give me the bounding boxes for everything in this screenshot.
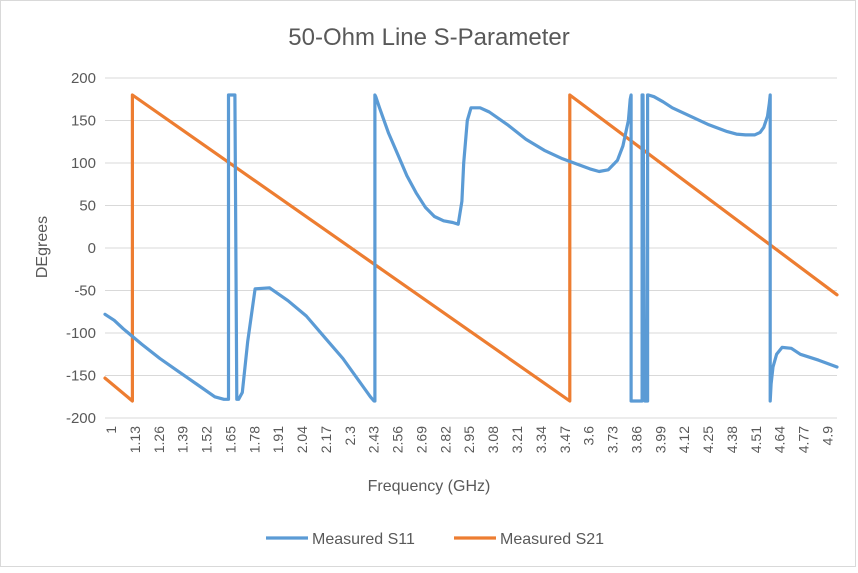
x-tick-label: 1.78 <box>246 426 262 453</box>
x-tick-label: 1.52 <box>199 426 215 453</box>
x-tick-label: 4.9 <box>819 426 835 446</box>
y-axis-label: DEgrees <box>34 216 51 278</box>
x-tick-label: 4.64 <box>772 426 788 453</box>
series-line <box>103 93 839 403</box>
x-tick-label: 2.82 <box>437 426 453 453</box>
x-tick-label: 1.91 <box>270 426 286 453</box>
x-tick-label: 3.47 <box>557 426 573 453</box>
x-tick-label: 1.13 <box>127 426 143 453</box>
x-tick-label: 2.69 <box>413 426 429 453</box>
x-tick-label: 3.86 <box>628 426 644 453</box>
x-tick-label: 4.51 <box>748 426 764 453</box>
y-tick-label: 200 <box>71 70 96 87</box>
x-tick-label: 4.38 <box>724 426 740 453</box>
x-tick-label: 1.26 <box>151 426 167 453</box>
y-tick-label: -200 <box>66 410 96 427</box>
x-tick-label: 4.77 <box>796 426 812 453</box>
y-tick-label: 0 <box>88 240 96 257</box>
legend: Measured S11 Measured S21 <box>266 531 604 548</box>
x-tick-label: 2.04 <box>294 426 310 453</box>
x-tick-label: 3.34 <box>533 426 549 453</box>
x-tick-label: 4.12 <box>676 426 692 453</box>
x-tick-label: 2.3 <box>342 426 358 446</box>
x-tick-label: 2.43 <box>366 426 382 453</box>
x-tick-label: 3.6 <box>581 426 597 446</box>
y-tick-label: -100 <box>66 325 96 342</box>
series-line <box>103 93 839 403</box>
x-tick-label: 3.21 <box>509 426 525 453</box>
legend-label: Measured S11 <box>312 531 415 548</box>
y-tick-label: 100 <box>71 155 96 172</box>
x-tick-label: 2.17 <box>318 426 334 453</box>
y-tick-label: 150 <box>71 113 96 130</box>
chart-title: 50-Ohm Line S-Parameter <box>288 24 569 51</box>
x-tick-label: 3.99 <box>652 426 668 453</box>
x-tick-label: 1.65 <box>222 426 238 453</box>
x-tick-label: 3.73 <box>605 426 621 453</box>
x-tick-label: 1 <box>103 426 119 434</box>
x-tick-label: 2.95 <box>461 426 477 453</box>
x-tick-label: 4.25 <box>700 426 716 453</box>
x-axis-ticks: 1 1.13 1.26 1.39 1.52 1.65 1.78 1.91 2.04 2.17 2.3… <box>103 426 835 453</box>
x-tick-label: 1.39 <box>175 426 191 453</box>
y-tick-label: 50 <box>79 198 96 215</box>
x-tick-label: 3.08 <box>485 426 501 453</box>
grid-lines <box>105 77 837 419</box>
legend-label: Measured S21 <box>500 531 604 548</box>
x-axis-label: Frequency (GHz) <box>368 478 491 495</box>
x-tick-label: 2.56 <box>390 426 406 453</box>
plot-series <box>103 93 839 403</box>
y-axis-ticks: 200 150 100 50 0 -50 -100 -150 -200 <box>66 70 96 427</box>
y-tick-label: -150 <box>66 368 96 385</box>
y-tick-label: -50 <box>74 283 96 300</box>
